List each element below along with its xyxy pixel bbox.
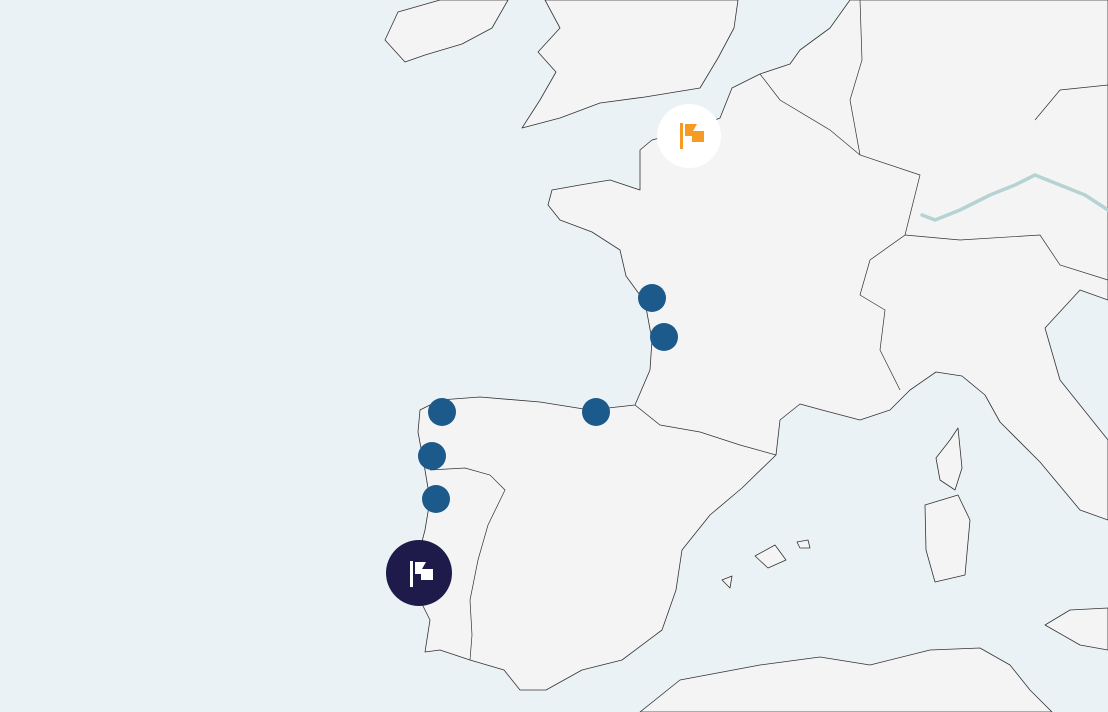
north-africa [639, 647, 1053, 712]
sicily [1044, 607, 1108, 651]
ibiza [721, 575, 733, 589]
location-marker[interactable] [428, 398, 456, 426]
location-marker[interactable] [418, 442, 446, 470]
border-france-spain [634, 404, 777, 456]
flag-pole [680, 123, 683, 149]
flag-icon [685, 124, 704, 142]
flag-icon [415, 562, 433, 580]
continent [411, 0, 1108, 691]
flag-marker-selected[interactable] [386, 540, 452, 606]
border-alps [904, 234, 1108, 281]
location-marker[interactable] [422, 485, 450, 513]
corsica [935, 427, 963, 491]
menorca [796, 539, 811, 549]
border-central [849, 0, 1108, 156]
mallorca [754, 544, 787, 569]
location-marker[interactable] [582, 398, 610, 426]
location-marker[interactable] [650, 323, 678, 351]
location-marker[interactable] [638, 284, 666, 312]
great-britain [521, 0, 739, 129]
flag-marker-orange[interactable] [657, 104, 721, 168]
border-spain-portugal [429, 467, 506, 661]
ireland [384, 0, 509, 63]
sardinia [924, 494, 971, 583]
flag-pole [410, 561, 413, 587]
river [920, 173, 1108, 222]
